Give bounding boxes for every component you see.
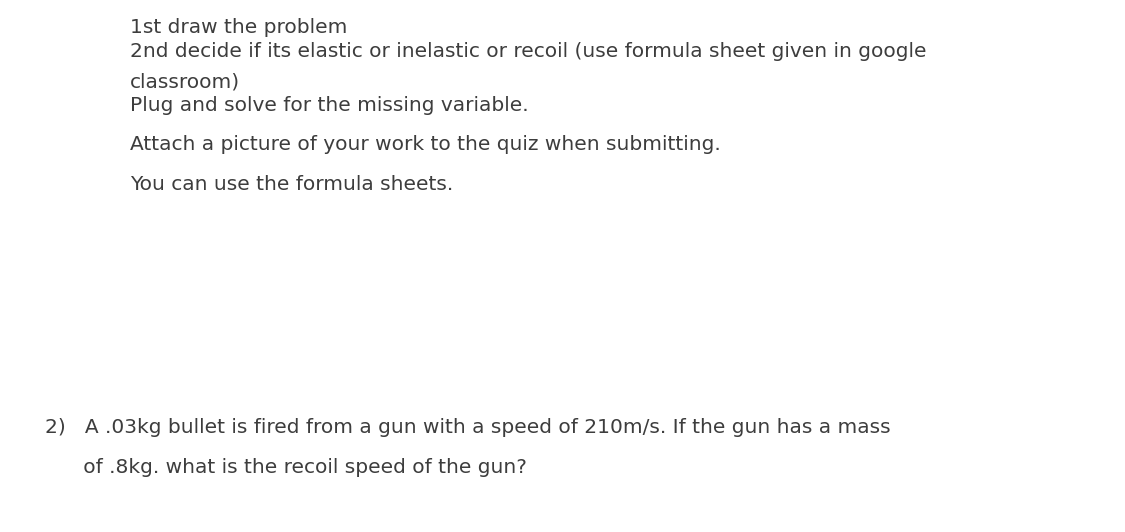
- Text: of .8kg. what is the recoil speed of the gun?: of .8kg. what is the recoil speed of the…: [45, 458, 526, 477]
- Text: classroom): classroom): [130, 72, 240, 91]
- Text: Attach a picture of your work to the quiz when submitting.: Attach a picture of your work to the qui…: [130, 135, 721, 154]
- Text: 2nd decide if its elastic or inelastic or recoil (use formula sheet given in goo: 2nd decide if its elastic or inelastic o…: [130, 42, 927, 61]
- Text: 2)   A .03kg bullet is fired from a gun with a speed of 210m/s. If the gun has a: 2) A .03kg bullet is fired from a gun wi…: [45, 418, 891, 437]
- Text: Plug and solve for the missing variable.: Plug and solve for the missing variable.: [130, 96, 529, 115]
- Text: 1st draw the problem: 1st draw the problem: [130, 18, 348, 37]
- Text: You can use the formula sheets.: You can use the formula sheets.: [130, 175, 453, 194]
